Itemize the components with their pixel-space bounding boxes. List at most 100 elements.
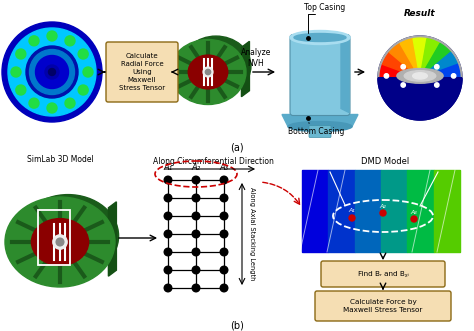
Circle shape xyxy=(45,65,59,79)
Polygon shape xyxy=(241,41,249,97)
Circle shape xyxy=(192,212,200,220)
Polygon shape xyxy=(378,36,462,82)
Circle shape xyxy=(16,85,26,95)
FancyBboxPatch shape xyxy=(290,34,350,116)
Ellipse shape xyxy=(404,71,436,81)
Ellipse shape xyxy=(5,197,115,287)
Circle shape xyxy=(401,65,405,69)
Circle shape xyxy=(378,36,462,120)
FancyBboxPatch shape xyxy=(309,125,331,137)
Polygon shape xyxy=(378,78,462,120)
Circle shape xyxy=(206,70,210,74)
Circle shape xyxy=(164,176,172,184)
Polygon shape xyxy=(380,64,420,78)
Circle shape xyxy=(192,176,200,184)
Circle shape xyxy=(47,103,57,113)
Polygon shape xyxy=(328,170,355,252)
Text: A₃: A₃ xyxy=(410,210,418,214)
Polygon shape xyxy=(420,39,440,78)
Circle shape xyxy=(349,215,355,221)
Circle shape xyxy=(8,28,96,116)
Circle shape xyxy=(11,67,21,77)
Polygon shape xyxy=(109,202,117,276)
Circle shape xyxy=(47,31,57,41)
Polygon shape xyxy=(302,170,328,252)
FancyBboxPatch shape xyxy=(321,261,445,287)
FancyBboxPatch shape xyxy=(315,291,451,321)
Text: A₃: A₃ xyxy=(219,164,228,172)
Text: (b): (b) xyxy=(230,321,244,331)
Polygon shape xyxy=(341,37,349,113)
Circle shape xyxy=(220,230,228,238)
Text: A₁: A₁ xyxy=(164,164,173,172)
Polygon shape xyxy=(420,52,457,78)
Circle shape xyxy=(411,216,417,222)
Circle shape xyxy=(83,67,93,77)
Text: Calculate Force by
Maxwell Stress Tensor: Calculate Force by Maxwell Stress Tensor xyxy=(343,299,423,313)
Polygon shape xyxy=(355,170,381,252)
Circle shape xyxy=(192,284,200,292)
Circle shape xyxy=(192,230,200,238)
Circle shape xyxy=(220,266,228,274)
Ellipse shape xyxy=(294,33,346,41)
Circle shape xyxy=(29,50,74,94)
Text: DMD Model: DMD Model xyxy=(361,157,409,166)
Text: Along Circumferential Direction: Along Circumferential Direction xyxy=(153,157,273,166)
Ellipse shape xyxy=(397,69,443,83)
Ellipse shape xyxy=(170,39,246,105)
Circle shape xyxy=(48,69,55,75)
Ellipse shape xyxy=(181,36,251,96)
Ellipse shape xyxy=(31,218,89,265)
Text: A₁: A₁ xyxy=(348,209,356,213)
Ellipse shape xyxy=(188,55,228,89)
Text: Top Casing: Top Casing xyxy=(304,4,346,13)
Text: Along Axial Stacking Length: Along Axial Stacking Length xyxy=(249,187,255,281)
Text: Find Bᵣ and Bᵪᵢ: Find Bᵣ and Bᵪᵢ xyxy=(357,271,409,277)
Circle shape xyxy=(26,46,78,98)
Circle shape xyxy=(53,235,67,249)
Ellipse shape xyxy=(18,195,118,277)
Text: SimLab 3D Model: SimLab 3D Model xyxy=(27,156,93,165)
Circle shape xyxy=(192,194,200,202)
Circle shape xyxy=(220,176,228,184)
Circle shape xyxy=(2,22,102,122)
Polygon shape xyxy=(407,170,434,252)
Polygon shape xyxy=(390,43,420,78)
Circle shape xyxy=(205,69,210,75)
Polygon shape xyxy=(420,43,451,78)
Polygon shape xyxy=(420,64,460,78)
Ellipse shape xyxy=(288,121,352,131)
Circle shape xyxy=(435,83,439,87)
Circle shape xyxy=(78,49,88,59)
Circle shape xyxy=(36,56,69,88)
Circle shape xyxy=(164,266,172,274)
Polygon shape xyxy=(381,170,407,252)
FancyBboxPatch shape xyxy=(106,42,178,102)
FancyBboxPatch shape xyxy=(302,170,460,252)
Text: Result: Result xyxy=(404,10,436,19)
Circle shape xyxy=(16,49,26,59)
Ellipse shape xyxy=(290,30,350,44)
Circle shape xyxy=(29,98,39,108)
Circle shape xyxy=(78,85,88,95)
Circle shape xyxy=(164,194,172,202)
Text: A₂: A₂ xyxy=(191,164,201,172)
Polygon shape xyxy=(400,39,420,78)
Circle shape xyxy=(65,36,75,46)
Circle shape xyxy=(220,248,228,256)
Circle shape xyxy=(220,284,228,292)
Circle shape xyxy=(380,210,386,216)
Circle shape xyxy=(435,65,439,69)
Polygon shape xyxy=(434,170,460,252)
Circle shape xyxy=(164,284,172,292)
Text: A₂: A₂ xyxy=(380,204,386,209)
Circle shape xyxy=(192,266,200,274)
Circle shape xyxy=(220,212,228,220)
Circle shape xyxy=(29,36,39,46)
Text: Analyze
NVH: Analyze NVH xyxy=(241,48,271,68)
Circle shape xyxy=(451,74,456,78)
Ellipse shape xyxy=(413,73,428,79)
Circle shape xyxy=(401,83,405,87)
Circle shape xyxy=(56,238,64,246)
Circle shape xyxy=(164,248,172,256)
